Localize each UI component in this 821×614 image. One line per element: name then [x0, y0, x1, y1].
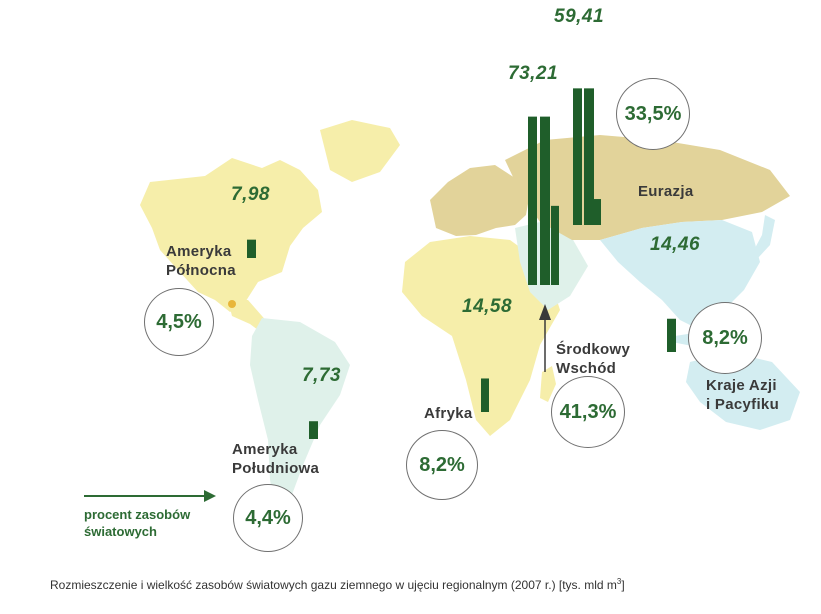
region-label-africa: Afryka — [424, 405, 473, 422]
percent-circle-south-america: 4,4% — [233, 484, 303, 552]
bar-eurasia-3 — [594, 199, 601, 225]
region-label-asia-pacific: Kraje Azji i Pacyfiku — [706, 377, 780, 413]
region-label-eurasia: Eurazja — [638, 183, 694, 200]
gas-field-marker — [228, 300, 236, 308]
greenland-landmass — [320, 120, 400, 182]
bar-south-america — [309, 421, 318, 439]
figure-caption: Rozmieszczenie i wielkość zasobów świato… — [50, 577, 625, 592]
middle-east-pointer-arrow — [539, 304, 551, 372]
percent-circle-asia-pacific: 8,2% — [688, 302, 762, 374]
bar-eurasia-1 — [573, 88, 582, 226]
value-middle-east: 73,21 — [508, 63, 559, 84]
value-africa: 14,58 — [462, 296, 513, 317]
region-label-middle-east: Środkowy Wschód — [556, 341, 631, 377]
bar-middle-east-1 — [528, 116, 537, 285]
africa-landmass — [402, 236, 560, 436]
bar-asia-pacific — [667, 318, 676, 352]
bar-middle-east-3 — [551, 205, 559, 285]
legend-label: procent zasobów światowych — [84, 507, 191, 539]
bar-north-america — [247, 239, 256, 258]
japan-landmass — [754, 215, 775, 258]
region-label-north-america: Ameryka Północna — [166, 243, 236, 279]
value-eurasia: 59,41 — [554, 6, 605, 27]
europe-landmass — [430, 165, 530, 236]
percent-circle-north-america: 4,5% — [144, 288, 214, 356]
percent-circle-middle-east: 41,3% — [551, 376, 625, 448]
madagascar-landmass — [540, 366, 556, 402]
region-label-south-america: Ameryka Południowa — [232, 441, 320, 477]
south-america-landmass — [250, 318, 350, 512]
bar-eurasia-2 — [584, 88, 594, 226]
bar-africa — [481, 378, 489, 412]
percent-circle-africa: 8,2% — [406, 430, 478, 500]
north-america-landmass — [140, 158, 322, 312]
value-north-america: 7,98 — [231, 184, 270, 205]
legend-arrow — [84, 490, 216, 502]
bar-middle-east-2 — [540, 116, 550, 285]
value-south-america: 7,73 — [302, 365, 341, 386]
percent-circle-eurasia: 33,5% — [616, 78, 690, 150]
value-asia-pacific: 14,46 — [650, 234, 701, 255]
